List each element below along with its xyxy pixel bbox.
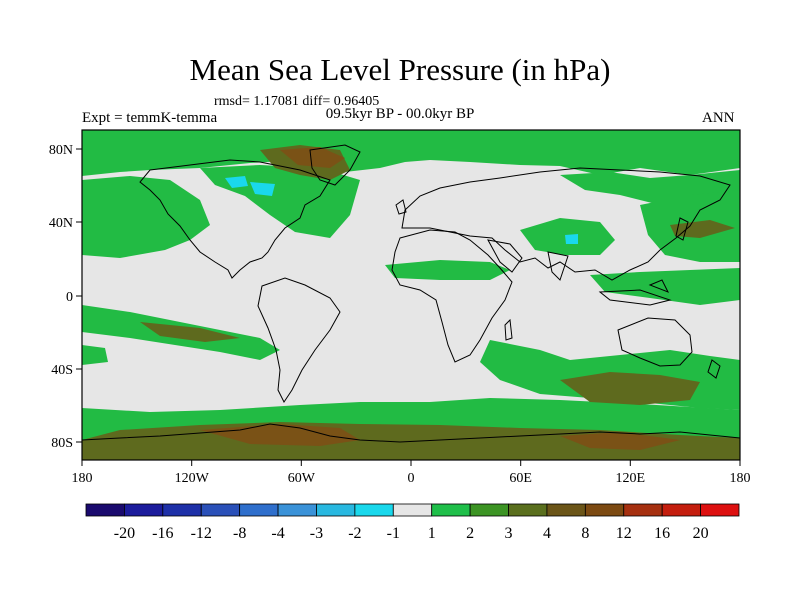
colorbar-swatch	[392, 503, 433, 517]
lat-label: 40N	[49, 216, 73, 231]
colorbar-swatch	[623, 503, 663, 517]
lon-label: 180	[730, 471, 751, 486]
colorbar-swatch	[546, 503, 586, 517]
colorbar-swatch	[200, 503, 241, 517]
colorbar-label: -20	[114, 525, 135, 542]
colorbar-swatch	[584, 503, 625, 517]
lon-label: 180	[72, 471, 93, 486]
longitude-ticks	[81, 460, 741, 466]
colorbar-swatch	[469, 503, 509, 517]
colorbar-swatch	[431, 503, 471, 517]
colorbar-label: 16	[654, 525, 670, 542]
time-period-label: 09.5kyr BP - 00.0kyr BP	[325, 106, 475, 122]
colorbar-swatch	[661, 503, 701, 517]
colorbar-swatch	[124, 503, 164, 517]
pressure-field	[82, 130, 740, 460]
colorbar-swatch	[700, 503, 740, 517]
lon-label: 120E	[616, 471, 646, 486]
colorbar-swatch	[162, 503, 202, 517]
lon-label: 60W	[288, 471, 316, 486]
colorbar	[85, 503, 740, 517]
colorbar-label: -16	[152, 525, 173, 542]
lat-label: 80N	[49, 143, 73, 158]
lon-label: 0	[408, 471, 415, 486]
colorbar-label: -8	[233, 525, 246, 542]
colorbar-swatch	[354, 503, 394, 517]
colorbar-label: 8	[581, 525, 589, 542]
lat-label: 0	[66, 290, 73, 305]
cyan-anomaly-regions	[225, 176, 578, 244]
latitude-labels: 80N 40N 0 40S 80S	[49, 143, 73, 451]
colorbar-label: 12	[616, 525, 632, 542]
colorbar-label: 2	[466, 525, 474, 542]
colorbar-labels: -20 -16 -12 -8 -4 -3 -2 -1 1 2 3 4 8 12 16 20	[114, 525, 709, 542]
rmsd-diff-stats: rmsd= 1.17081 diff= 0.96405	[214, 94, 380, 109]
season-label: ANN	[702, 110, 735, 126]
colorbar-label: -4	[271, 525, 284, 542]
lon-label: 60E	[509, 471, 532, 486]
colorbar-label: -1	[387, 525, 400, 542]
colorbar-label: -3	[310, 525, 323, 542]
experiment-label: Expt = temmK-temma	[82, 110, 218, 126]
lon-label: 120W	[175, 471, 210, 486]
coastlines	[82, 144, 740, 443]
colorbar-label: 3	[505, 525, 513, 542]
lat-label: 40S	[51, 363, 73, 378]
colorbar-swatch	[508, 503, 548, 517]
colorbar-swatch	[277, 503, 317, 517]
lat-label: 80S	[51, 436, 73, 451]
map-title: Mean Sea Level Pressure (in hPa)	[189, 52, 611, 87]
colorbar-label: 4	[543, 525, 551, 542]
longitude-labels: 180 120W 60W 0 60E 120E 180	[72, 471, 751, 486]
colorbar-swatch	[239, 503, 279, 517]
colorbar-label: 1	[428, 525, 436, 542]
colorbar-swatch	[316, 503, 356, 517]
colorbar-label: -2	[348, 525, 361, 542]
colorbar-swatch	[85, 503, 125, 517]
colorbar-label: -12	[191, 525, 212, 542]
latitude-ticks	[76, 148, 82, 443]
colorbar-label: 20	[693, 525, 709, 542]
